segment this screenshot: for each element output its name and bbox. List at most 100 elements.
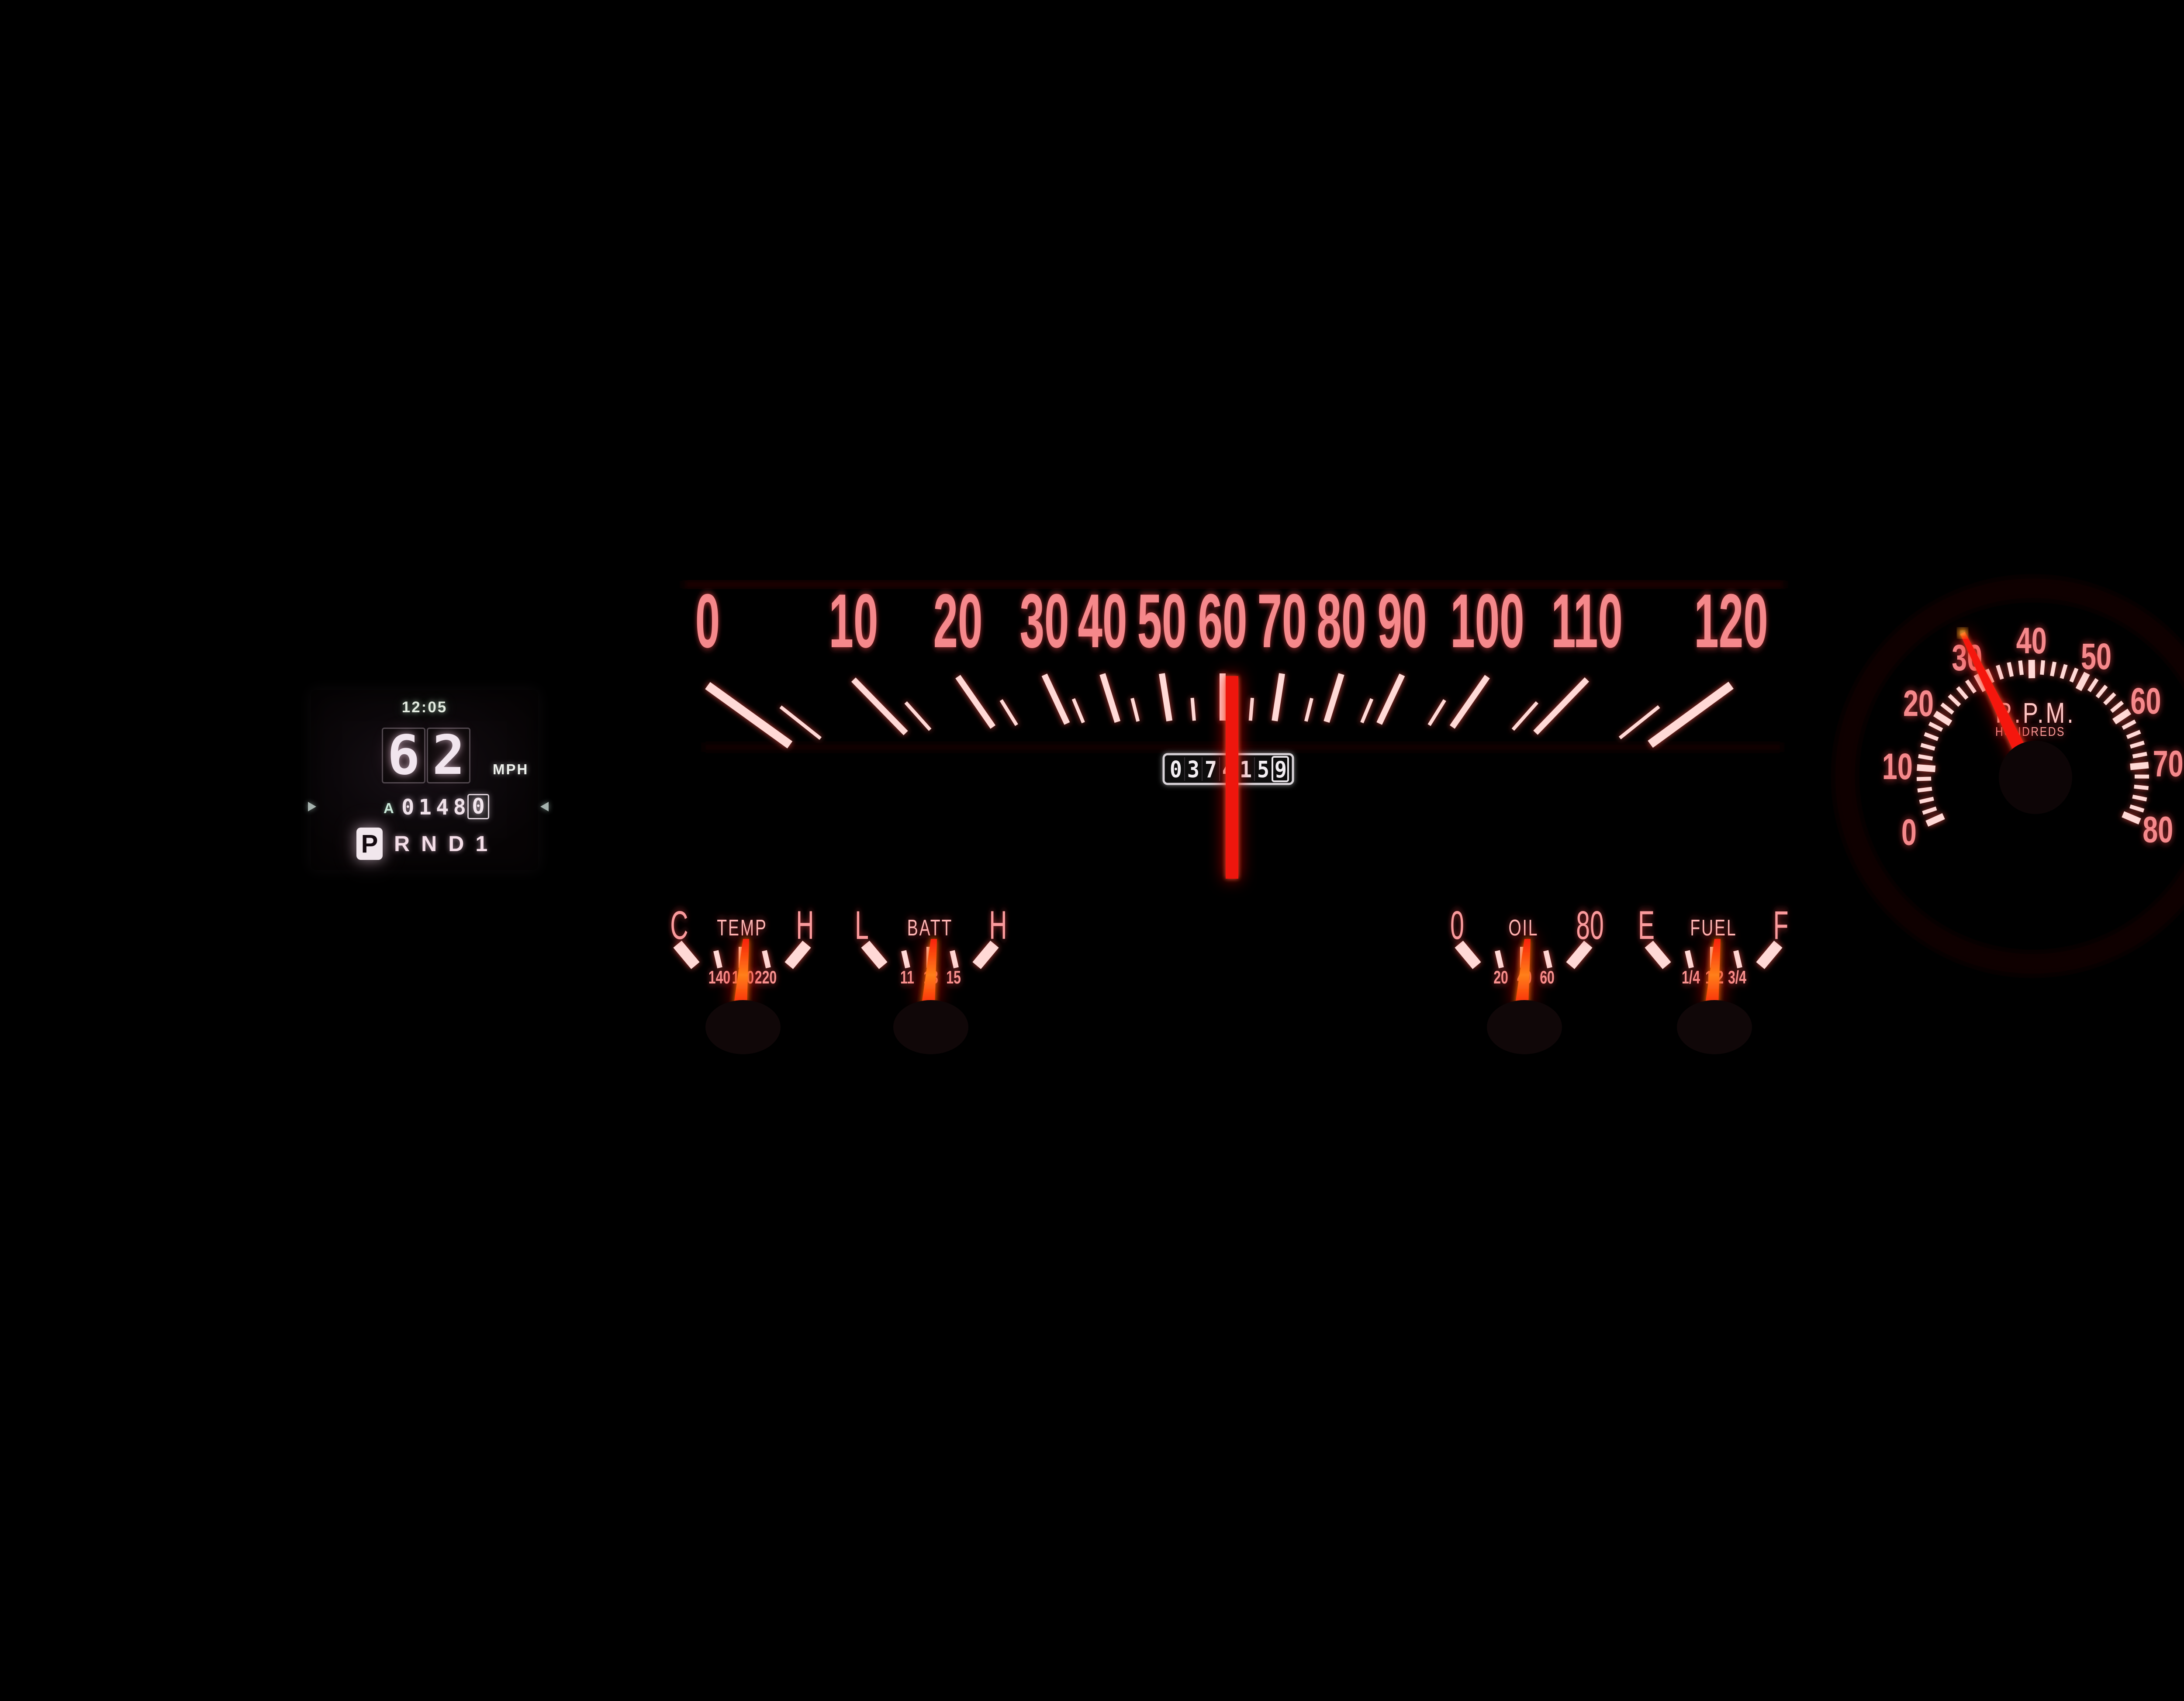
battery-title: BATT [907, 915, 953, 941]
speedo-ticks [705, 673, 1734, 749]
speedo-tick [1130, 697, 1140, 722]
speedo-scale-label: 40 [1078, 579, 1127, 664]
tach-tick [2134, 784, 2149, 790]
tach-tick [1973, 673, 1988, 692]
speedo-tick [779, 705, 822, 740]
temperature-needle [734, 939, 749, 1004]
tach-scale-label: 60 [2130, 680, 2161, 721]
tach-tick [1933, 711, 1952, 726]
tach-tick [1956, 686, 1969, 700]
fuel-hub [1677, 1000, 1752, 1054]
tach-scale-label: 70 [2153, 743, 2184, 784]
tach-scale-label: 40 [2016, 620, 2047, 661]
odometer-tenths-box [1272, 756, 1289, 782]
temperature-left-letter: C [670, 903, 688, 948]
tach-scale-label: 50 [2081, 636, 2111, 677]
tach-tick [1917, 764, 1936, 773]
temperature-title: TEMP [717, 915, 767, 941]
tach-tick [1920, 743, 1935, 751]
oil-number: 20 [1493, 967, 1508, 987]
speedo-tick [955, 675, 996, 729]
battery-left-letter: L [855, 903, 869, 948]
tach-scale-label: 0 [1901, 812, 1917, 853]
gear-R: R [394, 832, 410, 856]
oil-title: OIL [1509, 915, 1539, 941]
speedo-scale-label: 10 [829, 579, 878, 664]
speedo-scale-label: 90 [1378, 579, 1427, 664]
speedo-tick [1248, 697, 1254, 721]
tach-tick [2112, 708, 2132, 725]
speedo-tick [1324, 673, 1344, 723]
tach-tick [2069, 667, 2079, 683]
speedo-tick [1376, 673, 1405, 725]
temperature-right-letter: H [796, 903, 814, 948]
tick-right [950, 950, 959, 969]
tach-tick [2130, 762, 2149, 770]
tick-right [1543, 950, 1552, 969]
speedo-scale-label: 50 [1137, 579, 1187, 664]
oil-left-letter: 0 [1450, 903, 1464, 948]
gear-D: D [448, 832, 464, 856]
fuel-needle [1705, 939, 1721, 1004]
tach-scale-label: 80 [2143, 809, 2173, 850]
tick-right [762, 950, 771, 969]
speedo-scale-label: 80 [1317, 579, 1366, 664]
tach-tick [2007, 662, 2014, 677]
speedo-tick [904, 701, 932, 731]
end-bar-left [1645, 940, 1671, 970]
gear-P: P [356, 828, 383, 860]
battery-number: 15 [946, 967, 961, 987]
temperature-gauge: CHTEMP140180220 [670, 903, 814, 1054]
lcd-odometer-boxed-digit: 0 [467, 794, 489, 819]
left-marker-icon [308, 802, 316, 811]
speedo-tick [1272, 673, 1285, 721]
oil-gauge: 080OIL204060 [1450, 903, 1604, 1054]
tach-tick [1965, 679, 1977, 694]
gear-N: N [421, 832, 437, 856]
speedo-scale-label: 120 [1694, 579, 1768, 664]
right-marker-icon [540, 802, 549, 811]
speedo-tick [1360, 698, 1374, 724]
speedo-tick [1618, 705, 1660, 740]
fuel-right-letter: F [1773, 903, 1789, 948]
tick-left [1685, 950, 1694, 969]
tach-tick [2095, 684, 2108, 699]
odometer-mode-letter: A [384, 800, 394, 816]
speedo-scale-label: 100 [1450, 579, 1524, 664]
speedo-bezel-bottom [703, 742, 1782, 752]
tach-tick [2132, 794, 2147, 802]
end-bar-right [784, 940, 811, 970]
tach-tick [2126, 730, 2141, 739]
odometer-digit: 3 [1187, 756, 1199, 783]
speedo-scale-label: 30 [1020, 579, 1069, 664]
tach-tick [1924, 732, 1939, 741]
tach-tick [2018, 660, 2024, 675]
speed-unit-label: MPH [493, 761, 529, 777]
lcd-odometer-digits: 0148 [401, 795, 471, 820]
tach-bezel-ring [1833, 576, 2184, 976]
oil-ticks [1455, 940, 1593, 970]
tach-tick [2103, 692, 2116, 705]
end-bar-right [972, 940, 999, 970]
end-bar-left [861, 940, 888, 970]
speedo-tick [1159, 673, 1173, 721]
odometer-digit: 9 [1275, 756, 1287, 783]
tach-tick [2129, 740, 2145, 749]
fuel-number: 3/4 [1728, 967, 1747, 987]
battery-gauge: LHBATT111315 [855, 903, 1007, 1054]
speedo-scale-label: 60 [1198, 579, 1248, 664]
tick-right [1733, 950, 1742, 969]
speedo-bezel-top [684, 581, 1784, 588]
speedo-tick [999, 699, 1018, 726]
temperature-number: 220 [755, 967, 777, 987]
end-bar-left [1455, 940, 1481, 970]
tach-needle-tip-hot [1960, 631, 1965, 635]
tach-ticks [1916, 659, 2149, 827]
fuel-title: FUEL [1690, 915, 1737, 941]
speedo-scale-label: 70 [1258, 579, 1307, 664]
tick-left [713, 950, 722, 969]
battery-right-letter: H [989, 903, 1007, 948]
speedo-tick [1190, 697, 1196, 721]
